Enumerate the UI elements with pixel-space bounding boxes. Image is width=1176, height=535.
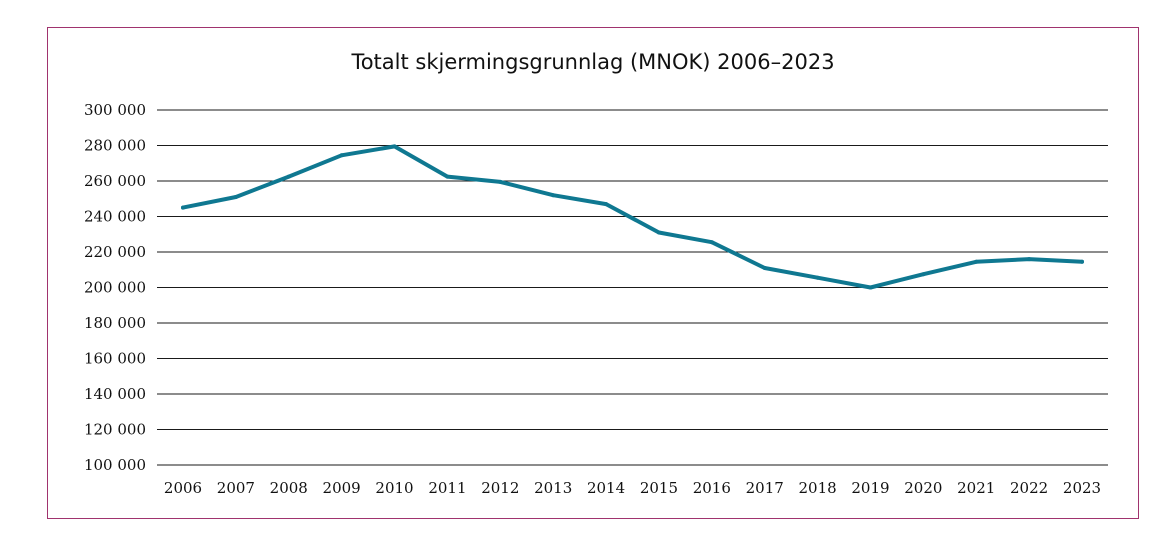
chart-title: Totalt skjermingsgrunnlag (MNOK) 2006–20…: [350, 50, 834, 74]
data-point: [498, 179, 503, 184]
y-tick-label: 120 000: [84, 421, 146, 439]
data-point: [1027, 257, 1032, 262]
x-tick-label: 2017: [746, 479, 784, 497]
data-point: [815, 275, 820, 280]
x-tick-label: 2019: [851, 479, 889, 497]
x-tick-label: 2021: [957, 479, 995, 497]
y-tick-label: 180 000: [84, 314, 146, 332]
y-tick-label: 200 000: [84, 279, 146, 297]
gridlines: [157, 109, 1108, 466]
chart-frame: [47, 27, 1139, 519]
data-point: [762, 265, 767, 270]
x-tick-label: 2020: [904, 479, 942, 497]
data-point: [921, 272, 926, 277]
y-tick-label: 160 000: [84, 350, 146, 368]
series-line: [181, 144, 1084, 290]
x-tick-label: 2018: [798, 479, 836, 497]
x-tick-label: 2010: [375, 479, 413, 497]
y-tick-label: 140 000: [84, 385, 146, 403]
x-tick-label: 2016: [693, 479, 731, 497]
data-point: [551, 193, 556, 198]
data-point: [1080, 259, 1084, 264]
x-tick-label: 2009: [323, 479, 361, 497]
x-tick-label: 2007: [217, 479, 255, 497]
data-point: [709, 240, 714, 245]
x-tick-label: 2008: [270, 479, 308, 497]
data-points: [181, 144, 1084, 290]
x-tick-label: 2023: [1063, 479, 1101, 497]
y-tick-label: 240 000: [84, 208, 146, 226]
y-tick-label: 300 000: [84, 101, 146, 119]
x-tick-label: 2022: [1010, 479, 1048, 497]
data-point: [233, 194, 238, 199]
data-point: [656, 230, 661, 235]
x-tick-label: 2011: [428, 479, 466, 497]
data-point: [286, 174, 291, 179]
data-point: [445, 174, 450, 179]
x-tick-label: 2014: [587, 479, 625, 497]
x-axis-ticks: 2006 2007 2008 2009 2010 2011 2012 2013 2014 2015…: [164, 479, 1101, 497]
data-point: [339, 153, 344, 158]
x-tick-label: 2013: [534, 479, 572, 497]
data-point: [868, 285, 873, 290]
x-tick-label: 2012: [481, 479, 519, 497]
y-tick-label: 100 000: [84, 456, 146, 474]
data-point: [604, 202, 609, 207]
x-tick-label: 2015: [640, 479, 678, 497]
x-tick-label: 2006: [164, 479, 202, 497]
y-axis-ticks: 100 000 120 000 140 000 160 000 180 000 200 0…: [84, 101, 146, 474]
y-tick-label: 280 000: [84, 137, 146, 155]
data-point: [392, 144, 397, 149]
data-point: [974, 259, 979, 264]
y-tick-label: 220 000: [84, 243, 146, 261]
data-point: [181, 205, 185, 210]
series-layer: [181, 144, 1084, 290]
y-tick-label: 260 000: [84, 172, 146, 190]
